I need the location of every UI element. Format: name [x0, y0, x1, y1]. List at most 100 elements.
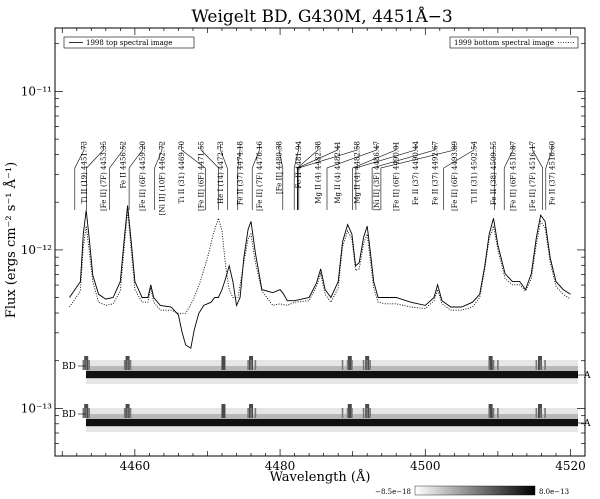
- line-label-leader: [154, 144, 163, 210]
- line-label-text: Ti II (31) 4502.54: [471, 140, 479, 203]
- chart-title: Weigelt BD, G430M, 4451Å−3: [191, 6, 452, 27]
- spectral-image-emission: [341, 408, 344, 418]
- line-label-text: Fe II (37) 4516.60: [549, 141, 557, 205]
- legend-left-box: [63, 36, 195, 49]
- spectral-image-emission: [539, 408, 542, 418]
- spectral-image-emission: [221, 404, 226, 418]
- line-label-25: Fe II (37) 4516.60: [545, 141, 557, 210]
- spectral-image-continuum: [86, 419, 578, 426]
- spectral-image-emission: [88, 408, 90, 418]
- line-label-19: Fe II (37) 4492.67: [371, 141, 440, 210]
- spectral-image-emission: [497, 360, 499, 370]
- y-tick-label: 10⁻¹²: [21, 243, 52, 257]
- spectral-image-emission: [488, 404, 493, 418]
- spectral-images: BD A BD A: [62, 356, 591, 432]
- line-label-leader: [371, 144, 436, 210]
- line-label-text: Fe II (37) 4490.44: [412, 140, 420, 205]
- y-tick-label: 10⁻¹³: [21, 401, 52, 415]
- legend-left: 1998 top spectral image: [63, 36, 195, 49]
- line-label-leader: [493, 144, 495, 210]
- line-label-2: [Fe II] (7F) 4453.35: [86, 141, 108, 211]
- line-label-12: Fe II 4481.94: [293, 140, 303, 210]
- line-label-leader: [74, 144, 85, 210]
- spectral-image-emission: [539, 360, 542, 370]
- spectral-image-1: BD A: [62, 356, 591, 384]
- spectral-image-emission: [347, 356, 352, 370]
- spectral-image-emission: [82, 360, 85, 370]
- line-label-text: [Fe II] (7F) 4476.16: [256, 140, 264, 211]
- spectral-image-emission: [250, 408, 252, 418]
- spectral-image-emission: [221, 356, 226, 370]
- line-label-text: Mg II (4) 4482.38: [315, 141, 323, 204]
- line-label-8: He I (14) 4472.73: [217, 141, 228, 210]
- y-axis-label: Flux (ergs cm⁻² s⁻¹ Å⁻¹): [3, 162, 19, 318]
- line-label-leader: [109, 144, 124, 210]
- line-label-15: Mg II (4) 4482.58: [298, 141, 362, 210]
- spectral-image-emission: [369, 360, 371, 370]
- line-label-text: Fe II (37) 4492.67: [432, 141, 440, 205]
- legend-right-text: 1999 bottom spectral image: [454, 39, 554, 47]
- line-label-leader: [326, 144, 377, 210]
- legend-right-box: [449, 36, 579, 49]
- spectral-image-emission: [347, 404, 352, 418]
- line-label-leader: [86, 144, 104, 210]
- line-label-text: [Fe II] (6F) 4471.55: [198, 141, 206, 211]
- spectral-image-emission: [126, 360, 129, 370]
- line-label-text: Mg II (4) 4482.41: [334, 141, 342, 204]
- line-label-leader: [251, 144, 260, 210]
- spectral-image-emission: [544, 408, 546, 418]
- spectral-image-emission: [497, 408, 499, 418]
- line-label-leader: [181, 144, 206, 210]
- line-label-text: Fe II 4481.94: [295, 140, 303, 188]
- spectral-image-emission: [535, 408, 538, 418]
- colorbar-min-label: −8.5e−18: [375, 488, 411, 496]
- line-label-5: [Ni II] (10F) 4462.72: [154, 141, 167, 215]
- spectral-image-emission: [88, 360, 90, 370]
- legend-left-text: 1998 top spectral image: [86, 39, 172, 47]
- spectral-image-emission: [126, 408, 129, 418]
- spectral-image-a-label: A: [583, 371, 591, 381]
- line-label-leader: [297, 144, 338, 210]
- x-tick-label: 4480: [265, 459, 296, 473]
- spectral-image-emission: [535, 360, 538, 370]
- spectral-image-emission: [492, 408, 495, 418]
- colorbar: [414, 485, 536, 496]
- line-label-text: Ti II (19) 4451.73: [81, 141, 89, 203]
- line-label-text: [Fe II] (6F) 4510.87: [510, 141, 518, 211]
- spectral-image-emission: [346, 360, 349, 370]
- line-label-10: [Fe II] (7F) 4476.16: [251, 140, 264, 211]
- spectral-image-emission: [85, 360, 88, 370]
- line-label-18: Fe II (37) 4490.44: [355, 140, 420, 210]
- x-tick-label: 4460: [120, 459, 151, 473]
- spectral-image-emission: [129, 408, 132, 418]
- spectral-image-emission: [492, 360, 495, 370]
- spectral-image-emission: [247, 360, 249, 370]
- colorbar-max-label: 8.0e−13: [539, 488, 569, 496]
- line-label-text: [Fe II] 4480.38: [276, 141, 284, 194]
- spectral-image-emission: [366, 360, 368, 370]
- line-label-leader: [278, 144, 284, 210]
- line-label-text: [Ni II] (10F) 4462.72: [159, 141, 167, 215]
- spectral-image-a-label: A: [583, 419, 591, 429]
- spectral-image-emission: [351, 360, 353, 370]
- line-label-21: Ti II (31) 4502.54: [443, 140, 479, 210]
- line-label-16: [Ni II] (3F) 4486.47: [326, 141, 381, 211]
- line-label-13: Mg II (4) 4482.38: [296, 141, 323, 210]
- spectral-image-emission: [544, 360, 546, 370]
- line-label-text: Fe II (38) 4509.55: [490, 141, 498, 205]
- axes-ticks: 4460 4480 4500 4520 10⁻¹³ 10⁻¹² 10⁻¹¹: [21, 28, 586, 473]
- y-tick-label: 10⁻¹¹: [21, 84, 52, 98]
- spectral-image-emission: [82, 408, 85, 418]
- spectral-image-emission: [366, 408, 368, 418]
- spectral-image-emission: [351, 408, 353, 418]
- spectral-image-emission: [85, 408, 88, 418]
- line-label-leader: [237, 144, 241, 210]
- line-label-text: Mg II (4) 4482.58: [354, 141, 362, 204]
- line-label-leader: [200, 144, 219, 210]
- spectral-image-emission: [123, 360, 126, 370]
- line-identifications: Ti II (19) 4451.73 [Fe II] (7F) 4453.35 Fe…: [74, 140, 557, 215]
- line-label-text: He I (14) 4472.73: [217, 141, 225, 204]
- line-label-leader: [532, 144, 544, 210]
- line-label-leader: [443, 144, 475, 210]
